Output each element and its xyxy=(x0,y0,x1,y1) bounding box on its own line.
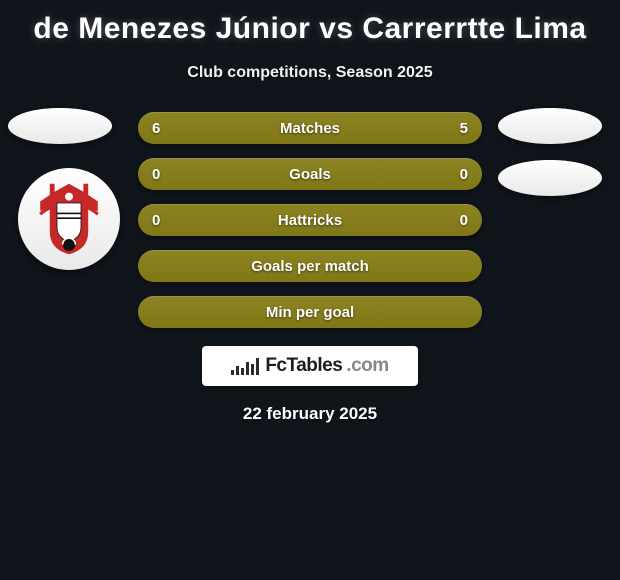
stat-left-value xyxy=(138,296,166,328)
stat-row-matches: 6 Matches 5 xyxy=(138,112,482,144)
stat-right-value: 0 xyxy=(446,204,482,236)
logo-text-2: .com xyxy=(346,355,388,377)
stat-row-goals: 0 Goals 0 xyxy=(138,158,482,190)
player-left-badge xyxy=(8,108,112,144)
club-crest xyxy=(18,168,120,270)
fctables-logo: FcTables .com xyxy=(202,346,418,386)
stat-label: Matches xyxy=(280,120,340,137)
player-right-badge-1 xyxy=(498,108,602,144)
stat-left-value: 0 xyxy=(138,204,174,236)
subtitle: Club competitions, Season 2025 xyxy=(0,64,620,82)
player-right-badge-2 xyxy=(498,160,602,196)
stat-row-hattricks: 0 Hattricks 0 xyxy=(138,204,482,236)
comparison-stage: 6 Matches 5 0 Goals 0 0 Hattricks 0 Goal… xyxy=(0,112,620,424)
stat-label: Goals per match xyxy=(251,258,369,275)
stat-row-min-per-goal: Min per goal xyxy=(138,296,482,328)
page-title: de Menezes Júnior vs Carrerrtte Lima xyxy=(0,0,620,46)
stat-right-value: 5 xyxy=(446,112,482,144)
logo-bars-icon xyxy=(231,357,259,375)
stat-right-value: 0 xyxy=(446,158,482,190)
stat-rows: 6 Matches 5 0 Goals 0 0 Hattricks 0 Goal… xyxy=(138,112,482,328)
stat-left-value: 0 xyxy=(138,158,174,190)
stat-left-value: 6 xyxy=(138,112,174,144)
stat-label: Goals xyxy=(289,166,331,183)
stat-right-value xyxy=(454,250,482,282)
logo-text-1: FcTables xyxy=(265,355,342,377)
stat-left-value xyxy=(138,250,166,282)
stat-label: Hattricks xyxy=(278,212,342,229)
stat-right-value xyxy=(454,296,482,328)
stat-label: Min per goal xyxy=(266,304,354,321)
stat-row-goals-per-match: Goals per match xyxy=(138,250,482,282)
snapshot-date: 22 february 2025 xyxy=(0,404,620,424)
crest-icon xyxy=(29,179,109,259)
